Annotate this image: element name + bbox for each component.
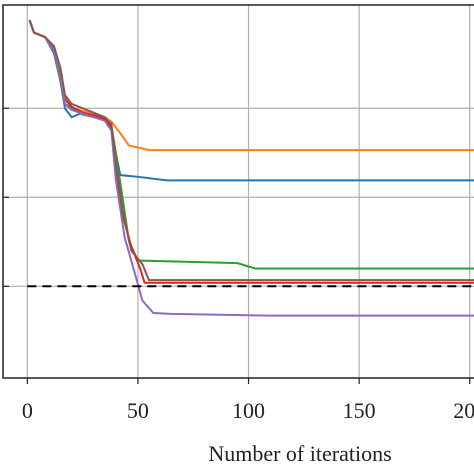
- series-line: [28, 19, 474, 282]
- plot-area: [27, 19, 474, 317]
- series-line: [28, 19, 474, 152]
- x-tick-label: 0: [22, 398, 33, 423]
- series-line: [28, 19, 474, 270]
- x-axis-label: Number of iterations: [208, 441, 391, 466]
- x-tick-label: 100: [232, 398, 265, 423]
- plot-frame: [2, 4, 474, 379]
- x-tick-label: 200: [453, 398, 474, 423]
- series-line: [28, 19, 474, 182]
- x-tick-label: 150: [343, 398, 376, 423]
- series-line: [28, 19, 474, 317]
- series-line: [28, 19, 474, 284]
- grid: [3, 5, 474, 378]
- x-tick-label: 50: [127, 398, 149, 423]
